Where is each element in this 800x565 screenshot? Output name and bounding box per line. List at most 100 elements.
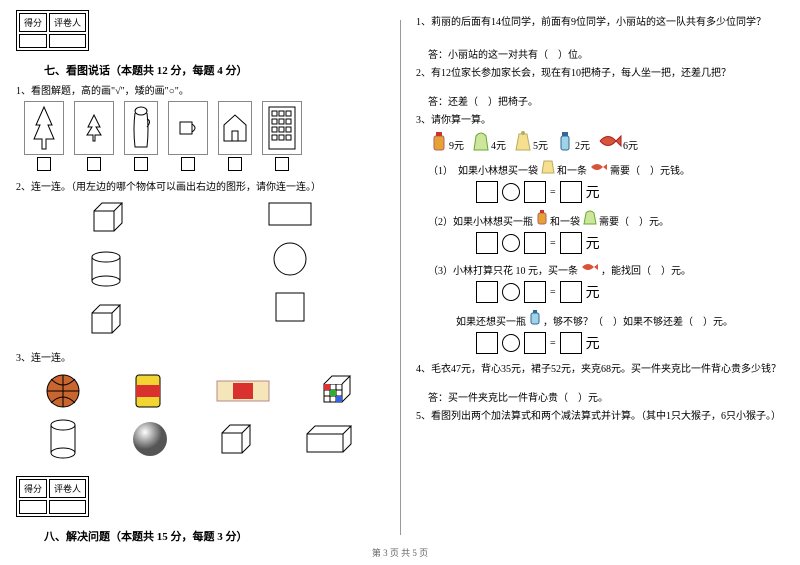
sphere-icon <box>129 418 171 460</box>
price: 5元 <box>533 137 548 152</box>
q3-4: 如果还想买一瓶 ，够不够？（ ）如果不够还差（ ）元。 <box>456 309 784 328</box>
building-icon <box>267 105 297 151</box>
pic-group <box>124 101 158 174</box>
score-box-7: 得分 评卷人 <box>16 10 89 51</box>
flats-col <box>265 199 315 339</box>
bottle-icon <box>536 209 548 225</box>
q8-4: 4、毛衣47元，背心35元，裙子52元，夹克68元。买一件夹克比一件背心贵多少钱… <box>416 360 784 375</box>
fish-icon <box>581 260 599 274</box>
can-icon <box>127 370 169 412</box>
cylinder-icon <box>86 249 126 289</box>
q3-1: （1） 如果小林想买一袋 和一条 需要（ ）元钱。 <box>428 158 784 177</box>
t: （3）小林打算只花 10 元，买一条 <box>428 266 578 277</box>
q8-2: 2、有12位家长参加家长会，现在有10把椅子，每人坐一把，还差几把？ <box>416 64 784 79</box>
q8-4-ans: 答：买一件夹克比一件背心贵（ ）元。 <box>428 389 784 404</box>
bottle-icon <box>430 130 448 152</box>
q8-2-ans: 答：还差（ ）把椅子。 <box>428 93 784 108</box>
q8-5: 5、看图列出两个加法算式和两个减法算式并计算。（其中1只大猴子，6只小猴子。） <box>416 407 784 422</box>
pic-group <box>262 101 302 174</box>
item-fish: 6元 <box>598 130 638 152</box>
q3-3: （3）小林打算只花 10 元，买一条 ，能找回（ ）元。 <box>428 260 784 277</box>
grader-header: 评卷人 <box>49 479 86 498</box>
basketball-icon <box>42 370 84 412</box>
t: ，够不够？（ ）如果不够还差（ ）元。 <box>543 317 733 328</box>
answer-box[interactable] <box>228 157 242 171</box>
answer-box[interactable] <box>134 157 148 171</box>
item-oil: 9元 <box>430 130 464 152</box>
pic-cup <box>168 101 208 155</box>
q7-3-top <box>20 370 380 412</box>
section-7-title: 七、看图说话（本题共 12 分，每题 4 分） <box>44 62 384 78</box>
waterbottle-icon <box>529 309 541 325</box>
yuan-label: 元 <box>586 333 600 353</box>
q7-1-pics <box>24 101 384 174</box>
cube-icon <box>86 199 126 239</box>
pic-building <box>262 101 302 155</box>
t: 和一袋 <box>550 217 580 228</box>
pic-group <box>218 101 252 174</box>
waterbottle-icon <box>556 130 574 152</box>
q7-2-text: 2、连一连。（用左边的哪个物体可以画出右边的图形，请你连一连。） <box>16 178 384 193</box>
t: 需要（ ）元。 <box>599 217 669 228</box>
cuboid-outline-icon <box>302 418 358 460</box>
answer-box[interactable] <box>275 157 289 171</box>
cup-icon <box>176 118 200 138</box>
q8-3: 3、请你算一算。 <box>416 111 784 126</box>
section-8-title: 八、解决问题（本题共 15 分，每题 3 分） <box>44 528 384 544</box>
answer-box[interactable] <box>87 157 101 171</box>
grader-cell[interactable] <box>49 500 86 514</box>
eq-1[interactable]: =元 <box>476 181 784 203</box>
square-icon <box>272 289 308 325</box>
t: （1） 如果小林想买一袋 <box>428 166 538 177</box>
score-cell[interactable] <box>19 34 47 48</box>
answer-box[interactable] <box>37 157 51 171</box>
bag-icon <box>583 209 597 225</box>
yuan-label: 元 <box>586 233 600 253</box>
left-column: 得分 评卷人 七、看图说话（本题共 12 分，每题 4 分） 1、看图解题，高的… <box>0 0 400 565</box>
eq-4[interactable]: =元 <box>476 332 784 354</box>
page-footer: 第 3 页 共 5 页 <box>0 546 800 559</box>
grader-cell[interactable] <box>49 34 86 48</box>
small-tree-icon <box>84 113 104 143</box>
grader-header: 评卷人 <box>49 13 86 32</box>
fish-icon <box>590 160 608 174</box>
item-bag: 4元 <box>472 130 506 152</box>
price: 9元 <box>449 137 464 152</box>
rectangle-icon <box>265 199 315 229</box>
eq-3[interactable]: =元 <box>476 281 784 303</box>
q3-2: （2）如果小林想买一瓶 和一袋 需要（ ）元。 <box>428 209 784 228</box>
score-box-8: 得分 评卷人 <box>16 476 89 517</box>
q7-3-text: 3、连一连。 <box>16 349 384 364</box>
price-items: 9元 4元 5元 2元 6元 <box>430 130 784 152</box>
item-rice: 5元 <box>514 130 548 152</box>
sack-icon <box>541 158 555 174</box>
q8-1: 1、莉丽的后面有14位同学，前面有9位同学，小丽站的这一队共有多少位同学？ <box>416 13 784 28</box>
pic-tall-tree <box>24 101 64 155</box>
house-icon <box>222 113 248 143</box>
pic-group <box>74 101 114 174</box>
price: 4元 <box>491 137 506 152</box>
t: ，能找回（ ）元。 <box>601 266 691 277</box>
solids-col <box>86 199 126 339</box>
yuan-label: 元 <box>586 282 600 302</box>
right-column: 1、莉丽的后面有14位同学，前面有9位同学，小丽站的这一队共有多少位同学？ 答：… <box>400 0 800 565</box>
price: 2元 <box>575 137 590 152</box>
q7-3-bottom <box>20 418 380 460</box>
price: 6元 <box>623 137 638 152</box>
rubiks-cube-icon <box>316 370 358 412</box>
score-header: 得分 <box>19 479 47 498</box>
eq-2[interactable]: =元 <box>476 232 784 254</box>
q7-2-shapes <box>16 199 384 339</box>
t: 和一条 <box>557 166 587 177</box>
pic-house <box>218 101 252 155</box>
score-header: 得分 <box>19 13 47 32</box>
score-cell[interactable] <box>19 500 47 514</box>
q7-1-text: 1、看图解题，高的画"√"，矮的画"○"。 <box>16 82 384 97</box>
cuboid-icon <box>86 299 126 339</box>
fish-icon <box>598 130 622 152</box>
sack-icon <box>514 130 532 152</box>
answer-box[interactable] <box>181 157 195 171</box>
bag-icon <box>472 130 490 152</box>
cylinder-outline-icon <box>42 418 84 460</box>
pic-short-tree <box>74 101 114 155</box>
